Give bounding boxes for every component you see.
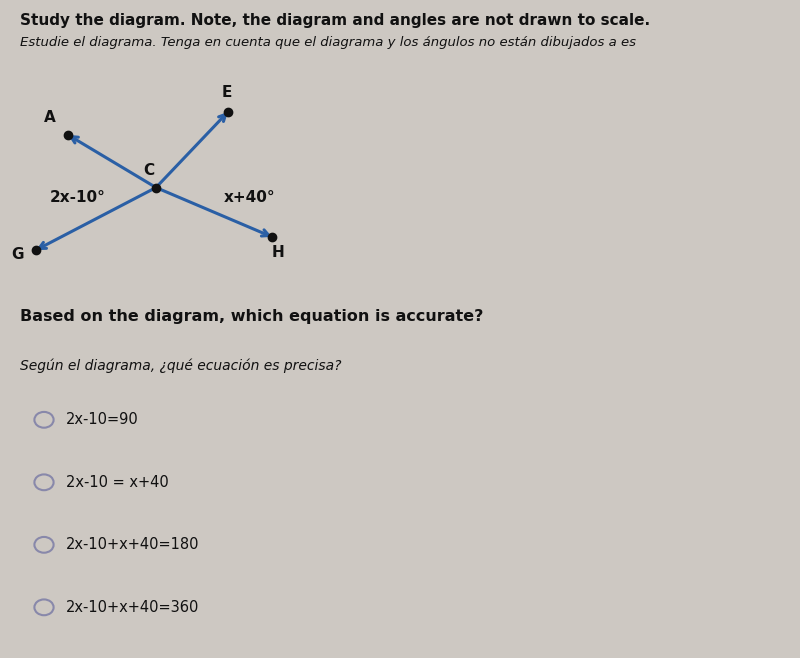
- Text: A: A: [44, 110, 56, 125]
- Text: 2x-10 = x+40: 2x-10 = x+40: [66, 475, 168, 490]
- Text: 2x-10=90: 2x-10=90: [66, 413, 138, 427]
- Text: 2x-10°: 2x-10°: [50, 190, 106, 205]
- Text: C: C: [143, 163, 154, 178]
- Text: 2x-10+x+40=180: 2x-10+x+40=180: [66, 538, 199, 552]
- Text: x+40°: x+40°: [224, 190, 276, 205]
- Text: Estudie el diagrama. Tenga en cuenta que el diagrama y los ángulos no están dibu: Estudie el diagrama. Tenga en cuenta que…: [20, 36, 636, 49]
- Text: 2x-10+x+40=360: 2x-10+x+40=360: [66, 600, 199, 615]
- Text: H: H: [272, 245, 285, 260]
- Text: Según el diagrama, ¿qué ecuación es precisa?: Según el diagrama, ¿qué ecuación es prec…: [20, 359, 342, 373]
- Text: E: E: [222, 85, 231, 100]
- Text: G: G: [11, 247, 24, 262]
- Text: Based on the diagram, which equation is accurate?: Based on the diagram, which equation is …: [20, 309, 483, 324]
- Text: Study the diagram. Note, the diagram and angles are not drawn to scale.: Study the diagram. Note, the diagram and…: [20, 13, 650, 28]
